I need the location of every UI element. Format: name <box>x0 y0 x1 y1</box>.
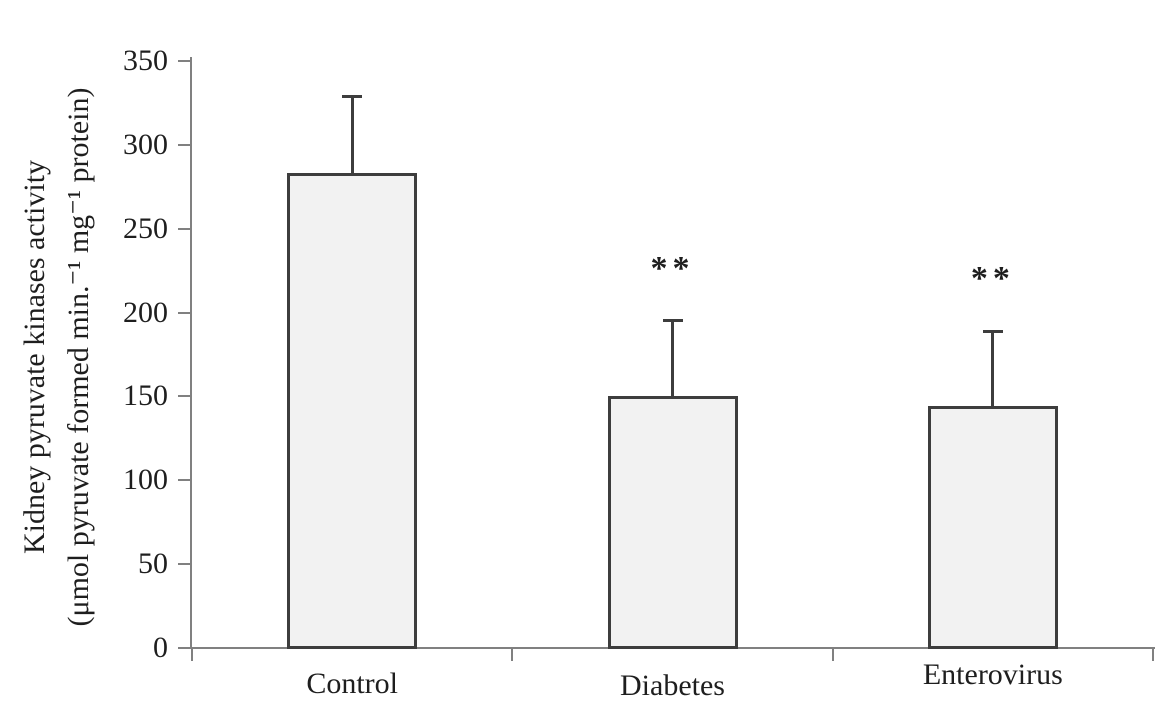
error-bar-stem <box>671 320 674 397</box>
bar-control <box>287 173 418 649</box>
significance-marker: ** <box>970 260 1015 298</box>
y-tick-label: 150 <box>123 379 168 413</box>
y-tick <box>178 395 190 398</box>
y-tick <box>178 311 190 314</box>
error-bar-cap <box>982 329 1003 333</box>
x-tick <box>831 647 834 661</box>
y-tick-label: 100 <box>123 463 168 497</box>
x-category-label: Diabetes <box>620 669 725 702</box>
bar-diabetes <box>607 396 738 649</box>
y-tick-label: 350 <box>123 44 168 77</box>
x-category-label: Control <box>306 667 398 700</box>
y-tick-label: 300 <box>123 127 168 161</box>
error-bar-stem <box>350 96 354 174</box>
y-tick <box>178 563 190 566</box>
y-tick-label: 50 <box>138 547 168 581</box>
y-axis-title-line1: Kidney pyruvate kinases activity <box>18 159 51 555</box>
significance-marker: ** <box>650 249 695 287</box>
y-tick <box>178 143 190 146</box>
y-axis-title: Kidney pyruvate kinases activity (μmol p… <box>13 88 101 627</box>
y-tick <box>178 479 190 482</box>
y-tick-label: 0 <box>153 631 168 664</box>
y-tick-label: 200 <box>123 295 168 329</box>
y-tick <box>178 227 190 230</box>
y-tick-label: 250 <box>123 211 168 245</box>
error-bar-stem <box>991 331 995 407</box>
y-tick <box>178 60 190 62</box>
x-category-label: Enterovirus <box>922 658 1063 691</box>
x-tick <box>511 647 514 661</box>
x-tick <box>1152 647 1154 661</box>
bar-enterovirus <box>927 406 1058 649</box>
error-bar-cap <box>662 319 683 323</box>
y-axis-title-line2: (μmol pyruvate formed min.⁻¹ mg⁻¹ protei… <box>62 87 95 627</box>
y-axis-line <box>190 57 192 649</box>
x-tick <box>191 647 193 661</box>
error-bar-cap <box>342 94 363 98</box>
